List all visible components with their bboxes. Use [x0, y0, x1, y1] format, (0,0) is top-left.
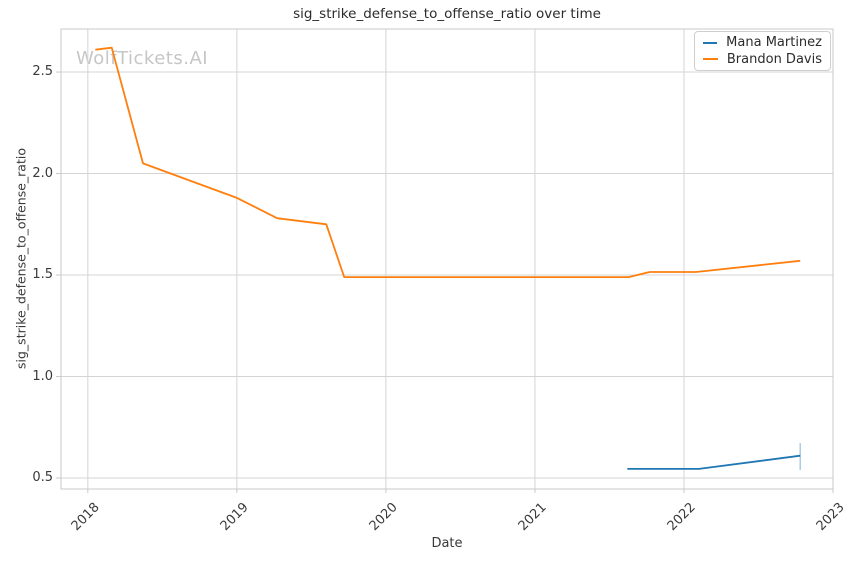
watermark: WolfTickets.AI — [76, 48, 209, 69]
legend-label: Mana Martinez — [726, 35, 822, 51]
legend: Mana Martinez Brandon Davis — [694, 31, 831, 71]
y-tick-label: 1.0 — [32, 368, 53, 384]
series-line-brandon-davis — [95, 46, 801, 279]
legend-line-swatch-blue — [703, 41, 718, 44]
y-tick-label: 0.5 — [32, 470, 53, 486]
y-tick-label: 2.0 — [32, 165, 53, 181]
legend-label: Brandon Davis — [726, 51, 822, 67]
legend-item-mana-martinez: Mana Martinez — [703, 35, 822, 50]
legend-line-swatch-orange — [703, 58, 718, 61]
x-axis-label: Date — [431, 536, 463, 551]
legend-item-brandon-davis: Brandon Davis — [703, 52, 822, 67]
y-tick-label: 1.5 — [32, 267, 53, 283]
chart-title: sig_strike_defense_to_offense_ratio over… — [293, 6, 601, 22]
series-line-mana-martinez — [627, 454, 801, 470]
y-tick-label: 2.5 — [32, 64, 53, 80]
plot-border — [60, 28, 834, 490]
